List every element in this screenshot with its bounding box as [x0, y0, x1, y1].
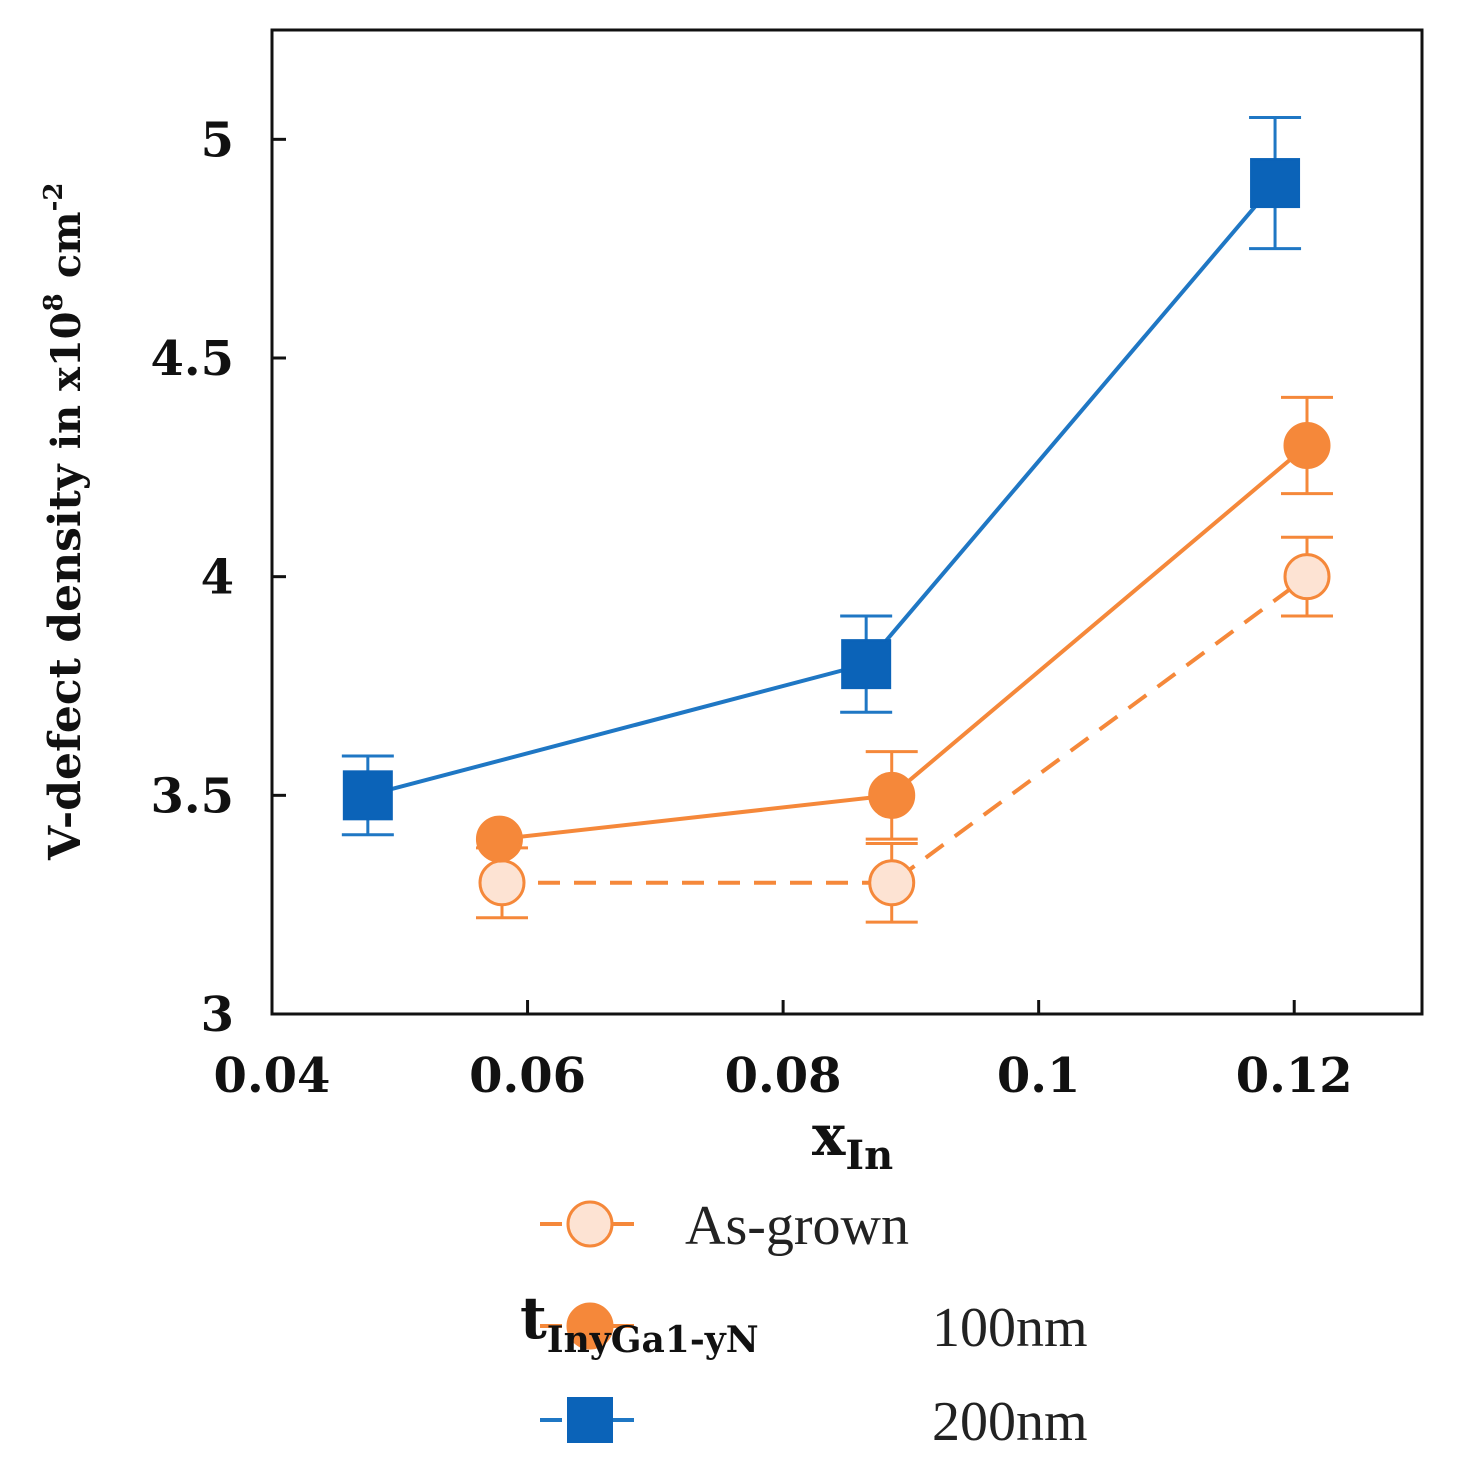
legend-label: 100nm — [932, 1297, 1088, 1359]
series-as-grown — [476, 535, 1333, 924]
y-axis-title-exponent: 8 — [39, 293, 69, 311]
series-100nm — [475, 395, 1333, 863]
x-axis-title: xIn — [812, 1103, 893, 1179]
legend-item: As-grown — [540, 1195, 909, 1257]
data-point — [1250, 158, 1301, 209]
x-tick-label: 0.04 — [214, 1048, 331, 1104]
series-line — [502, 575, 1309, 885]
data-point — [1283, 421, 1331, 469]
legend: As-grown 100nm 200nm — [540, 1195, 1088, 1453]
legend-item: 100nm — [540, 1297, 1088, 1359]
data-point — [841, 639, 892, 690]
legend-marker — [567, 1397, 613, 1443]
y-axis-title-prefix: in x10 — [43, 312, 90, 450]
legend-label: As-grown — [685, 1195, 909, 1257]
data-point — [342, 770, 393, 821]
y-tick-label: 4 — [201, 550, 234, 606]
series-200nm — [341, 115, 1302, 837]
legend-group-label-sub: InyGa1-yN — [547, 1319, 759, 1361]
y-axis-title: V-defect density in x108 cm-2 — [22, 183, 91, 862]
legend-marker — [566, 1200, 614, 1248]
data-point — [475, 815, 523, 863]
x-axis-ticks: 0.04 0.06 0.08 0.1 0.12 — [214, 1000, 1353, 1104]
y-axis-title-main: V-defect density — [40, 463, 91, 861]
legend-group-label: tInyGa1-yN — [520, 1284, 759, 1361]
data-point — [868, 859, 916, 907]
data-point — [478, 859, 526, 907]
y-axis-title-unit-exponent: -2 — [39, 183, 69, 212]
y-tick-label: 3.5 — [150, 768, 234, 824]
x-tick-label: 0.12 — [1236, 1048, 1353, 1104]
y-tick-label: 3 — [201, 987, 234, 1043]
x-axis-title-sub: In — [845, 1132, 893, 1179]
legend-marker — [566, 1302, 614, 1350]
x-tick-label: 0.1 — [997, 1048, 1081, 1104]
data-point — [1283, 553, 1331, 601]
x-axis-title-main: x — [812, 1103, 846, 1169]
y-axis-ticks: 3 3.5 4 4.5 5 — [150, 112, 286, 1043]
x-tick-label: 0.08 — [725, 1048, 842, 1104]
series-layer — [341, 115, 1333, 924]
series-line — [367, 181, 1277, 798]
legend-item: 200nm — [540, 1391, 1088, 1453]
y-axis-title-unit: cm — [43, 211, 90, 278]
y-tick-label: 5 — [201, 112, 234, 168]
legend-group-label-main: t — [520, 1284, 547, 1352]
x-tick-label: 0.06 — [469, 1048, 586, 1104]
data-point — [868, 771, 916, 819]
plot-frame — [270, 28, 1424, 1016]
legend-label: 200nm — [932, 1391, 1088, 1453]
y-tick-label: 4.5 — [150, 331, 234, 387]
